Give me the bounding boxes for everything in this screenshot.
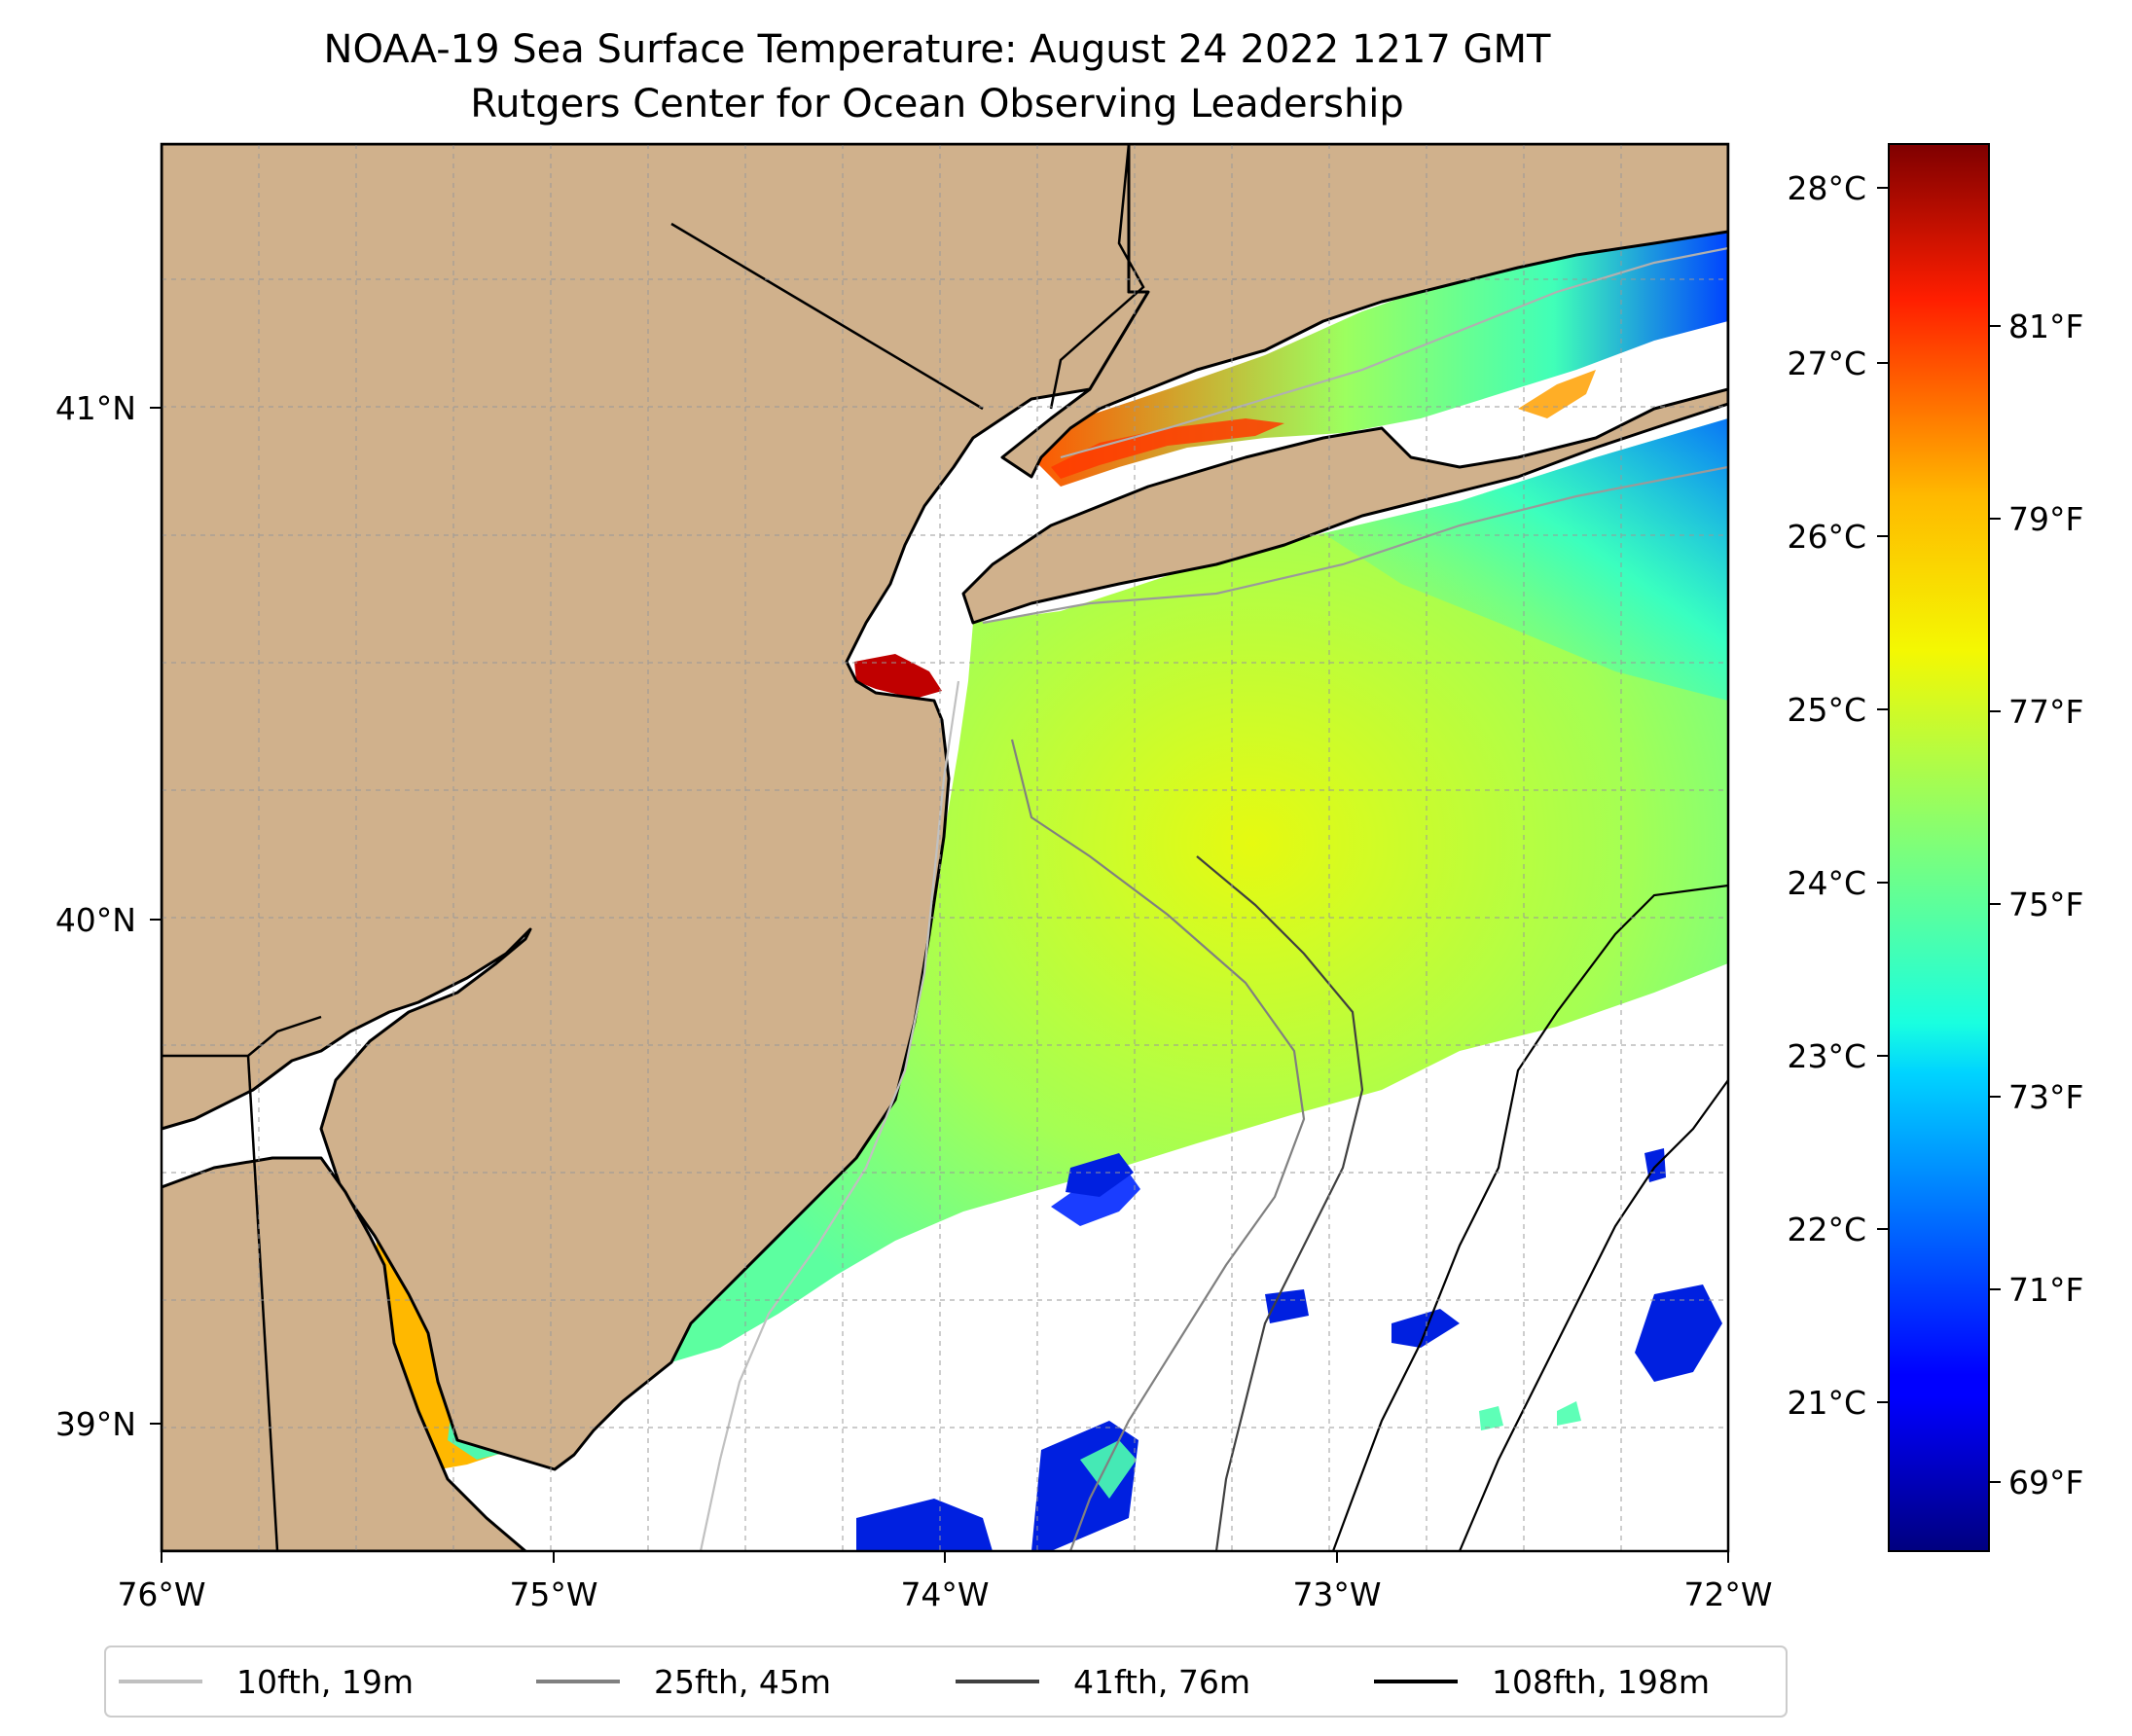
contour-19m bbox=[699, 680, 960, 1551]
sst-cold-patch-hudson bbox=[1051, 1173, 1140, 1226]
colorbar-c-23: 23°C bbox=[1787, 1037, 1866, 1075]
lon-tick-72w: 72°W bbox=[1683, 1575, 1772, 1613]
legend: 10fth, 19m 25fth, 45m 41fth, 76m 108fth,… bbox=[104, 1646, 1788, 1718]
colorbar-c-22: 22°C bbox=[1787, 1211, 1866, 1248]
colorbar-f-69: 69°F bbox=[2008, 1464, 2083, 1501]
colorbar-f-71: 71°F bbox=[2008, 1271, 2083, 1309]
contour-198m bbox=[1331, 884, 1728, 1551]
colorbar-f-77: 77°F bbox=[2008, 693, 2083, 731]
bathymetry-contours bbox=[699, 246, 1728, 1551]
lat-tick-40n: 40°N bbox=[55, 901, 136, 939]
colorbar-c-27: 27°C bbox=[1787, 344, 1866, 382]
state-boundaries bbox=[162, 144, 1145, 1551]
map-panel bbox=[162, 144, 1728, 1551]
contour-198m-east bbox=[1458, 1079, 1728, 1551]
land-connecticut bbox=[1000, 144, 1728, 479]
lon-tick-74w: 74°W bbox=[900, 1575, 989, 1613]
legend-label-19m: 10fth, 19m bbox=[236, 1663, 414, 1701]
lon-tick-76w: 76°W bbox=[117, 1575, 205, 1613]
colorbar-c-28: 28°C bbox=[1787, 169, 1866, 207]
colorbar-fahrenheit-ticks bbox=[1989, 325, 2001, 1483]
contour-76m bbox=[1196, 855, 1364, 1551]
lat-tick-39n: 39°N bbox=[55, 1405, 136, 1443]
colorbar-celsius-ticks bbox=[1877, 187, 1889, 1403]
colorbar-c-24: 24°C bbox=[1787, 864, 1866, 902]
colorbar-c-21: 21°C bbox=[1787, 1384, 1866, 1422]
lat-tick-41n: 41°N bbox=[55, 389, 136, 427]
colorbar-f-79: 79°F bbox=[2008, 500, 2083, 538]
sst-long-island-sound bbox=[1031, 224, 1728, 487]
axis-ticks bbox=[150, 407, 1729, 1563]
contour-ny-bight bbox=[982, 465, 1728, 625]
colorbar bbox=[1888, 143, 1990, 1552]
sst-field-northeast-cool bbox=[1323, 418, 1728, 701]
lon-tick-73w: 73°W bbox=[1292, 1575, 1381, 1613]
legend-label-76m: 41fth, 76m bbox=[1073, 1663, 1250, 1701]
colorbar-f-81: 81°F bbox=[2008, 307, 2083, 345]
sst-lis-warm-band bbox=[1051, 418, 1284, 479]
chart-title-line2: Rutgers Center for Ocean Observing Leade… bbox=[470, 82, 1404, 127]
contour-45m bbox=[1010, 739, 1306, 1551]
land-delmarva bbox=[162, 1156, 527, 1551]
sst-field-shelf bbox=[671, 418, 1728, 1362]
legend-box bbox=[104, 1646, 1788, 1718]
legend-label-45m: 25fth, 45m bbox=[654, 1663, 831, 1701]
land-long-island bbox=[961, 144, 1728, 625]
land-new-jersey-pa-ny bbox=[162, 144, 1150, 1471]
colorbar-c-26: 26°C bbox=[1787, 518, 1866, 556]
sst-offshore-mixed-patches bbox=[1080, 1401, 1581, 1499]
sst-raritan-bay bbox=[854, 654, 942, 699]
colorbar-f-73: 73°F bbox=[2008, 1078, 2083, 1116]
contour-lis bbox=[1060, 246, 1728, 459]
chart-title-line1: NOAA-19 Sea Surface Temperature: August … bbox=[324, 27, 1551, 72]
legend-label-198m: 108fth, 198m bbox=[1492, 1663, 1710, 1701]
gridlines bbox=[162, 144, 1728, 1551]
colorbar-c-25: 25°C bbox=[1787, 691, 1866, 729]
lon-tick-75w: 75°W bbox=[509, 1575, 597, 1613]
colorbar-f-75: 75°F bbox=[2008, 886, 2083, 923]
